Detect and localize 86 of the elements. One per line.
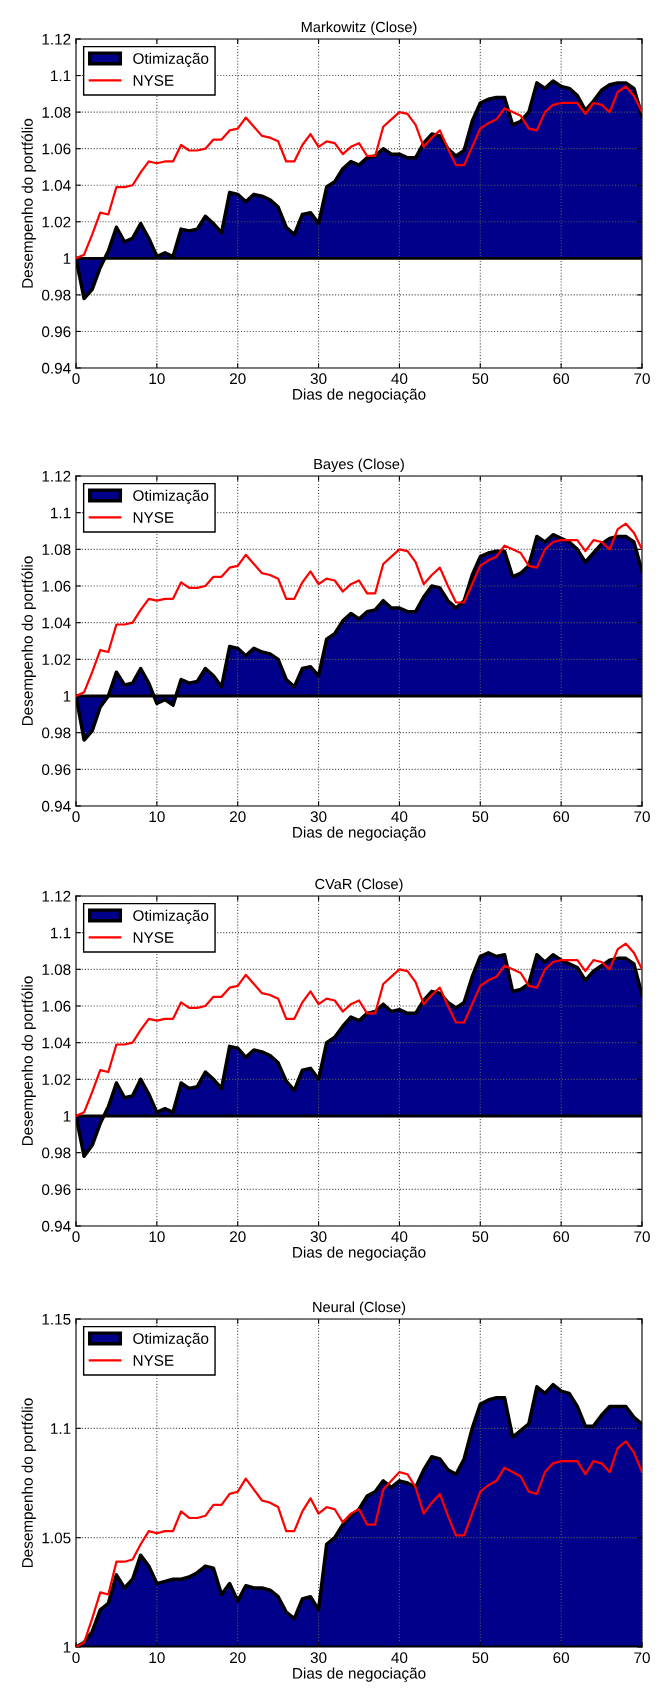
y-tick-label: 1.06 <box>42 1000 71 1012</box>
x-tick-label: 20 <box>229 811 246 823</box>
x-tick-label: 0 <box>72 1231 80 1243</box>
x-axis-title: Dias de negociação <box>293 1246 426 1261</box>
x-tick-label: 0 <box>72 811 80 823</box>
y-axis-title: Desempenho do portfólio <box>21 976 36 1146</box>
x-axis-title: Dias de negociação <box>293 826 426 841</box>
x-tick-label: 60 <box>553 373 570 385</box>
x-tick-label: 60 <box>553 1652 570 1664</box>
legend-label: NYSE <box>133 1355 174 1366</box>
y-tick-label: 1.1 <box>51 70 71 82</box>
x-axis-title: Dias de negociação <box>293 388 426 403</box>
y-tick-label: 1 <box>63 1642 71 1653</box>
y-tick-label: 1.08 <box>42 964 71 976</box>
chart-title: Markowitz (Close) <box>301 21 417 36</box>
x-tick-label: 70 <box>634 1231 650 1243</box>
y-tick-label: 1.02 <box>42 654 71 666</box>
x-tick-label: 10 <box>149 1231 165 1243</box>
y-tick-label: 1.08 <box>42 544 71 556</box>
legend-label: Otimização <box>133 909 209 925</box>
legend-label: NYSE <box>133 932 174 943</box>
x-tick-label: 20 <box>229 373 246 385</box>
chart-title: Bayes (Close) <box>314 458 404 473</box>
x-tick-label: 0 <box>72 373 80 385</box>
y-tick-label: 0.96 <box>42 764 71 776</box>
x-tick-label: 40 <box>391 373 408 385</box>
y-tick-label: 1.06 <box>42 580 71 592</box>
y-tick-label: 1.02 <box>42 1074 71 1086</box>
x-tick-label: 50 <box>472 811 489 823</box>
y-tick-label: 1.1 <box>51 507 71 519</box>
legend-label: NYSE <box>133 512 174 523</box>
y-tick-label: 0.94 <box>42 1220 71 1232</box>
y-tick-label: 1.12 <box>42 890 71 902</box>
y-tick-label: 0.96 <box>42 1184 71 1196</box>
x-tick-label: 10 <box>149 1652 165 1664</box>
x-tick-label: 70 <box>634 373 650 385</box>
y-tick-label: 0.96 <box>42 326 71 338</box>
legend-label: Otimização <box>133 52 209 68</box>
y-tick-label: 1.12 <box>42 33 71 45</box>
y-tick-label: 1.04 <box>42 180 71 191</box>
x-axis-title: Dias de negociação <box>293 1667 426 1682</box>
x-tick-label: 10 <box>149 811 165 823</box>
y-tick-label: 1.05 <box>42 1532 71 1544</box>
x-tick-label: 30 <box>310 373 327 385</box>
y-tick-label: 1.06 <box>42 143 71 155</box>
chart-title: Neural (Close) <box>313 1301 406 1316</box>
y-tick-label: 1.02 <box>42 216 71 228</box>
x-tick-label: 60 <box>553 811 570 823</box>
x-tick-label: 50 <box>472 1231 489 1243</box>
x-tick-label: 10 <box>149 373 165 385</box>
x-tick-label: 40 <box>391 1231 408 1243</box>
x-tick-label: 0 <box>72 1652 80 1664</box>
y-tick-label: 0.98 <box>42 289 71 301</box>
legend-label: Otimização <box>133 489 209 505</box>
legend-label: Otimização <box>133 1332 209 1348</box>
y-axis-title: Desempenho do portfólio <box>21 556 36 726</box>
x-tick-label: 30 <box>310 1652 327 1664</box>
y-tick-label: 1.1 <box>51 927 71 939</box>
y-tick-label: 1.12 <box>42 470 71 482</box>
x-tick-label: 50 <box>472 1652 489 1664</box>
y-tick-label: 1.08 <box>42 106 71 118</box>
x-tick-label: 60 <box>553 1231 570 1243</box>
y-axis-title: Desempenho do portfólio <box>21 1398 36 1568</box>
y-tick-label: 1.04 <box>42 1037 71 1049</box>
chart-title: CVaR (Close) <box>315 878 403 893</box>
y-tick-label: 0.94 <box>42 800 71 812</box>
x-tick-label: 20 <box>229 1652 246 1664</box>
x-tick-label: 30 <box>310 811 327 823</box>
x-tick-label: 50 <box>472 373 489 385</box>
y-tick-label: 1.1 <box>51 1423 71 1434</box>
x-tick-label: 40 <box>391 811 408 823</box>
x-tick-label: 70 <box>634 811 650 823</box>
y-axis-title: Desempenho do portfólio <box>21 118 36 288</box>
y-tick-label: 1 <box>63 691 71 702</box>
x-tick-label: 70 <box>634 1652 650 1664</box>
y-tick-label: 0.94 <box>42 362 71 374</box>
x-tick-label: 40 <box>391 1652 408 1664</box>
x-tick-label: 20 <box>229 1231 246 1243</box>
y-tick-label: 1.15 <box>42 1314 71 1325</box>
legend-label: NYSE <box>133 75 174 86</box>
y-tick-label: 1.04 <box>42 617 71 629</box>
x-tick-label: 30 <box>310 1231 327 1243</box>
y-tick-label: 1 <box>63 253 71 264</box>
y-tick-label: 0.98 <box>42 727 71 739</box>
y-tick-label: 0.98 <box>42 1147 71 1159</box>
y-tick-label: 1 <box>63 1111 71 1122</box>
